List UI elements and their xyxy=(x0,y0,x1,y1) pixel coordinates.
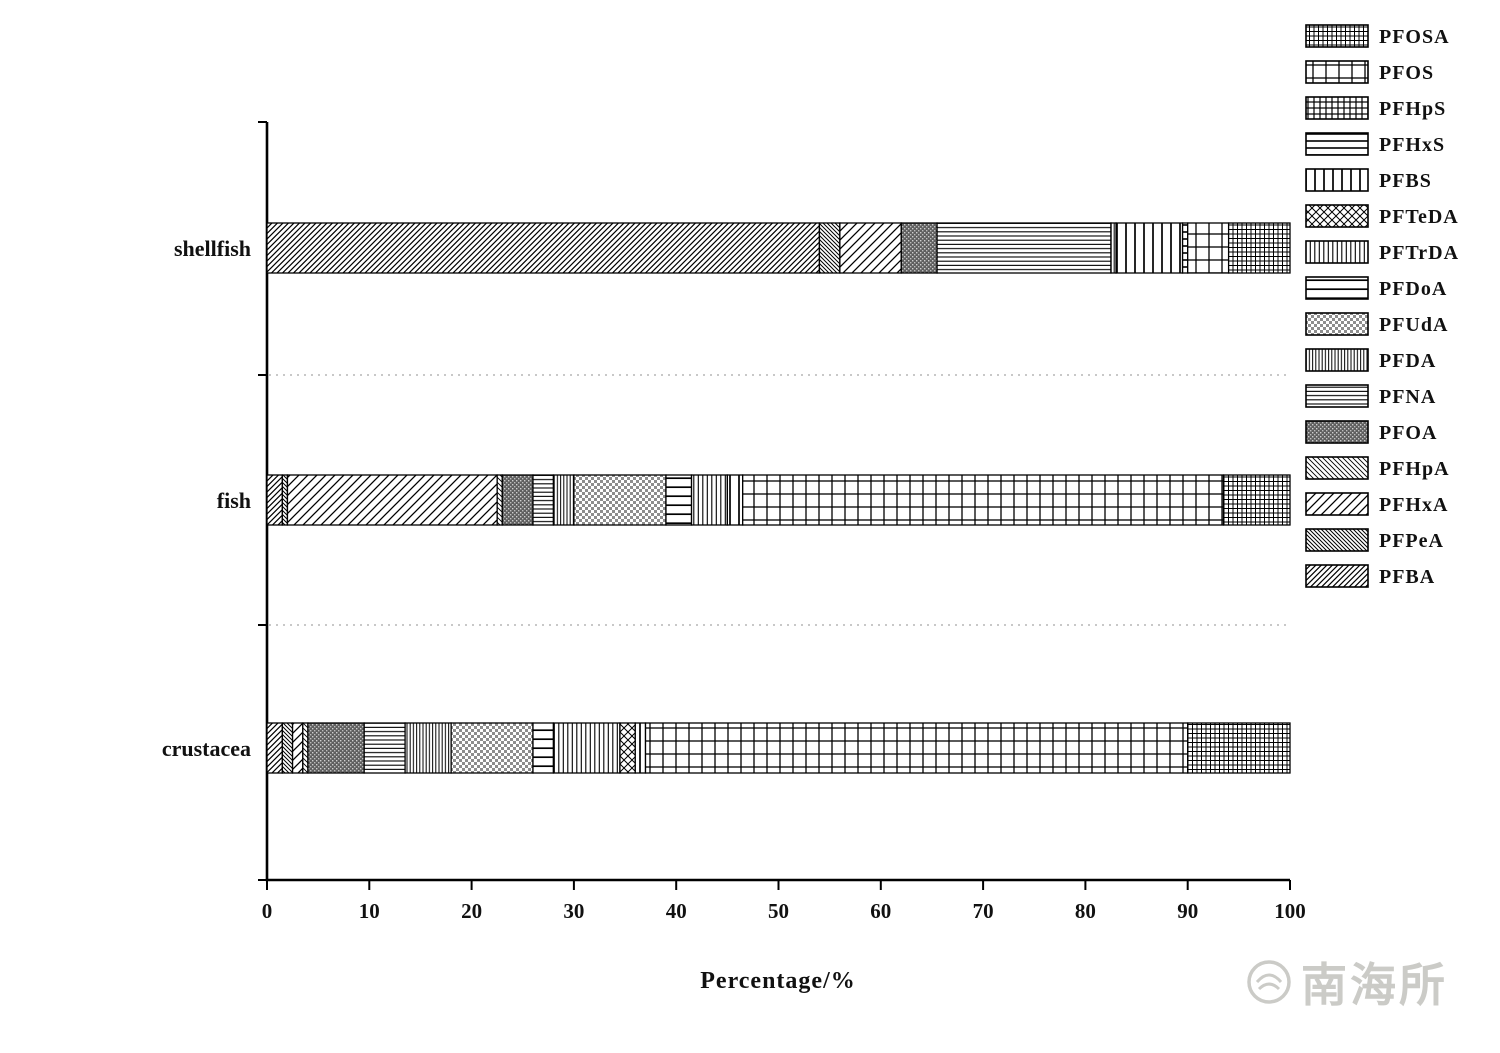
category-label-shellfish: shellfish xyxy=(174,236,251,261)
legend-swatch-PFDoA xyxy=(1305,276,1369,300)
legend-label-PFHpA: PFHpA xyxy=(1379,458,1450,480)
bar-segment-crustacea-PFTrDA xyxy=(552,722,621,774)
bar-segment-fish-PFOS xyxy=(742,474,1225,526)
bar-segment-crustacea-PFOS xyxy=(644,722,1189,774)
x-tick-label: 60 xyxy=(870,899,891,923)
legend-label-PFHxA: PFHxA xyxy=(1379,494,1448,516)
legend-label-PFUdA: PFUdA xyxy=(1379,314,1448,336)
legend-swatch-PFHxA xyxy=(1305,492,1369,516)
legend-label-PFHpS: PFHpS xyxy=(1379,98,1446,120)
bar-segment-fish-PFBS xyxy=(726,474,744,526)
bar-segment-shellfish-PFHxS xyxy=(1181,222,1189,274)
bar-segment-fish-PFNA xyxy=(532,474,555,526)
bar-segment-fish-PFTrDA xyxy=(690,474,728,526)
legend-swatch-PFDA xyxy=(1305,348,1369,372)
category-label-fish: fish xyxy=(217,488,251,513)
legend-label-PFOSA: PFOSA xyxy=(1379,26,1450,48)
legend-label-PFTrDA: PFTrDA xyxy=(1379,242,1459,264)
legend-swatch-PFHpA xyxy=(1305,456,1369,480)
bar-segment-fish-PFBA xyxy=(266,474,283,526)
bar-segment-crustacea-PFOA xyxy=(307,722,365,774)
bar-segment-shellfish-PFBS xyxy=(1115,222,1184,274)
bar-segment-fish-PFDoA xyxy=(665,474,693,526)
watermark-logo-icon xyxy=(1247,960,1291,1004)
legend-label-PFPeA: PFPeA xyxy=(1379,530,1444,552)
legend-swatch-PFOA xyxy=(1305,420,1369,444)
bar-segment-crustacea-PFNA xyxy=(363,722,406,774)
bar-segment-fish-PFOSA xyxy=(1222,474,1291,526)
x-tick-label: 100 xyxy=(1274,899,1306,923)
legend-label-PFNA: PFNA xyxy=(1379,386,1436,408)
chart-plot-area: 0 10 20 30 40 50 60 70 80 90 100 shellfish fish crust… xyxy=(162,24,1459,923)
x-axis-title: Percentage/% xyxy=(700,968,856,994)
bar-segment-shellfish-PFOSA xyxy=(1227,222,1291,274)
bar-segment-crustacea-PFOSA xyxy=(1187,722,1291,774)
bar-segment-crustacea-PFBA xyxy=(266,722,283,774)
legend-label-PFDA: PFDA xyxy=(1379,350,1436,372)
watermark-text: 南海所 xyxy=(1301,960,1448,1011)
x-tick-label: 50 xyxy=(768,899,789,923)
bar-segment-crustacea-PFHxA xyxy=(291,722,304,774)
legend-swatch-PFUdA xyxy=(1305,312,1369,336)
bar-segment-crustacea-PFUdA xyxy=(450,722,534,774)
legend-label-PFOA: PFOA xyxy=(1379,422,1437,444)
bar-segment-shellfish-PFNA xyxy=(936,222,1112,274)
bar-segment-crustacea-PFPeA xyxy=(281,722,294,774)
bar-segment-shellfish-PFPeA xyxy=(818,222,841,274)
bar-segment-fish-PFPeA xyxy=(281,474,289,526)
x-tick-label: 0 xyxy=(262,899,273,923)
bar-segment-shellfish-PFHxA xyxy=(839,222,902,274)
watermark: 南海所 xyxy=(1245,949,1448,1015)
bar-segment-fish-PFHxA xyxy=(286,474,498,526)
legend-swatch-PFHxS xyxy=(1305,132,1369,156)
legend-label-PFBS: PFBS xyxy=(1379,170,1432,192)
bar-segment-crustacea-PFDA xyxy=(404,722,452,774)
bar-segment-fish-PFHpA xyxy=(496,474,503,526)
x-tick-label: 20 xyxy=(461,899,482,923)
x-tick-label: 30 xyxy=(563,899,584,923)
bar-segment-shellfish-PFDA xyxy=(1110,222,1117,274)
bar-segment-crustacea-PFDoA xyxy=(532,722,555,774)
bar-segment-shellfish-PFOS xyxy=(1187,222,1230,274)
bar-segment-fish-PFUdA xyxy=(573,474,667,526)
legend-swatch-PFOSA xyxy=(1305,24,1369,48)
x-tick-label: 80 xyxy=(1075,899,1096,923)
legend-swatch-PFTrDA xyxy=(1305,240,1369,264)
legend-label-PFTeDA: PFTeDA xyxy=(1379,206,1459,228)
legend-swatch-PFNA xyxy=(1305,384,1369,408)
x-tick-label: 10 xyxy=(359,899,380,923)
category-label-crustacea: crustacea xyxy=(162,736,251,761)
bar-segment-shellfish-PFBA xyxy=(266,222,821,274)
bar-segment-crustacea-PFTeDA xyxy=(619,722,636,774)
legend-label-PFBA: PFBA xyxy=(1379,566,1435,588)
x-tick-label: 90 xyxy=(1177,899,1198,923)
bar-segment-fish-PFDA xyxy=(552,474,575,526)
legend-swatch-PFPeA xyxy=(1305,528,1369,552)
legend-swatch-PFOS xyxy=(1305,60,1369,84)
legend-label-PFDoA: PFDoA xyxy=(1379,278,1447,300)
bar-segment-fish-PFOA xyxy=(501,474,534,526)
x-tick-label: 40 xyxy=(666,899,687,923)
bar-segment-shellfish-PFOA xyxy=(900,222,938,274)
legend-label-PFHxS: PFHxS xyxy=(1379,134,1445,156)
bar-segment-crustacea-PFHpA xyxy=(302,722,309,774)
x-tick-label: 70 xyxy=(973,899,994,923)
legend-swatch-PFBA xyxy=(1305,564,1369,588)
bar-segment-crustacea-PFBS xyxy=(634,722,647,774)
legend-swatch-PFTeDA xyxy=(1305,204,1369,228)
legend-label-PFOS: PFOS xyxy=(1379,62,1434,84)
legend-swatch-PFBS xyxy=(1305,168,1369,192)
legend-swatch-PFHpS xyxy=(1305,96,1369,120)
